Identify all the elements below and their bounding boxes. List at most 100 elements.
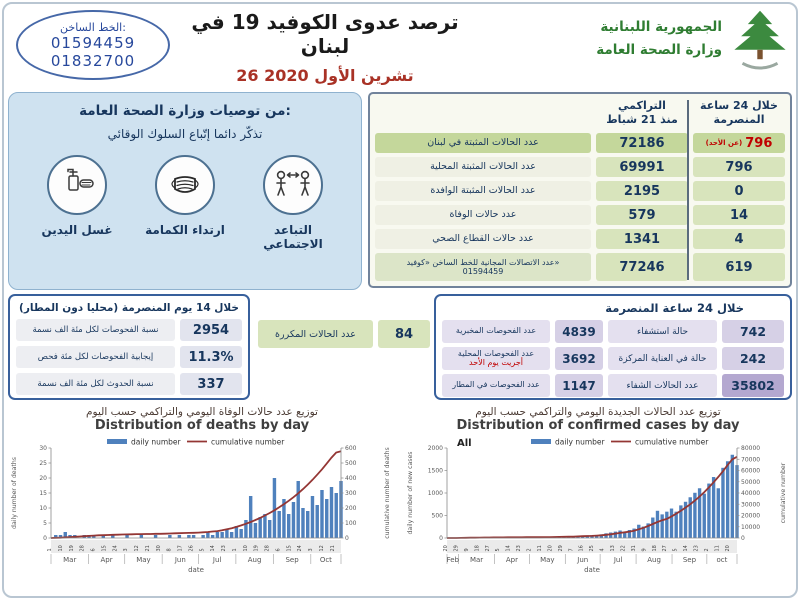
tests-label: عدد الفحوصات المخبرية [442, 320, 550, 343]
svg-text:daily number of deaths: daily number of deaths [11, 457, 18, 529]
recommendations-row: التباعد الاجتماعي ارتداء الكمامة [9, 155, 361, 251]
svg-text:29: 29 [453, 545, 459, 551]
svg-text:12: 12 [319, 545, 325, 551]
ministry-name: الجمهورية اللبنانية وزارة الصحة العامة [596, 16, 722, 62]
svg-text:3: 3 [123, 548, 129, 551]
table-row: عدد الحالات المثبتة في لبنان 72186 796 (… [375, 133, 785, 153]
svg-text:17: 17 [178, 545, 184, 551]
row-label: إيجابية الفحوصات لكل مئة فحص [16, 346, 175, 368]
last24-value: 619 [693, 253, 785, 281]
cumulative-value: 1341 [596, 229, 688, 249]
svg-text:Jun: Jun [576, 556, 588, 564]
svg-text:20: 20 [39, 475, 47, 482]
svg-text:14: 14 [506, 545, 512, 551]
svg-text:Mar: Mar [63, 556, 76, 564]
cases-label: حالة في العناية المركزة [608, 347, 717, 370]
tests-label: عدد الفحوصات المحلية أجريت يوم الأحد [442, 347, 550, 370]
cases-chart: توزيع عدد الحالات الجديدة اليومي والتراك… [400, 404, 796, 598]
last24-value: 0 [693, 181, 785, 201]
social-distancing-icon [276, 170, 310, 196]
svg-text:All: All [457, 438, 472, 449]
cases-chart-title-en: Distribution of confirmed cases by day [456, 418, 740, 433]
ministry-block: الجمهورية اللبنانية وزارة الصحة العامة [596, 8, 790, 70]
row-label: عدد الحالات المثبتة المحلية [375, 157, 591, 177]
mask-icon [171, 176, 199, 193]
svg-text:cumulative number of deaths: cumulative number of deaths [384, 447, 391, 539]
svg-text:daily number: daily number [555, 438, 606, 447]
svg-text:4: 4 [600, 548, 606, 551]
last24-value: 14 [693, 205, 785, 225]
cases-label: عدد الحالات الشفاء [608, 374, 717, 397]
svg-text:oct: oct [716, 556, 727, 564]
row-value: 337 [180, 373, 242, 395]
ministry-name-line1: الجمهورية اللبنانية [600, 19, 722, 36]
recommendation-mask: ارتداء الكمامة [135, 155, 235, 251]
column-divider [687, 100, 689, 280]
table-row: عدد الحالات المثبتة المحلية 69991 796 [375, 157, 785, 177]
cases-value: 242 [722, 347, 784, 370]
last24-value: 4 [693, 229, 785, 249]
svg-text:18: 18 [474, 545, 480, 551]
report-date: 26 تشرين الأول 2020 [236, 66, 414, 85]
svg-text:date: date [584, 566, 600, 574]
deaths-chart-title-ar: توزيع عدد حالات الوفاة اليومي والتراكمي … [86, 406, 318, 418]
row-label: عدد الحالات المثبتة الوافدة [375, 181, 591, 201]
svg-text:23: 23 [516, 545, 522, 551]
recommendation-social-distancing: التباعد الاجتماعي [243, 155, 343, 251]
svg-text:cumulative number: cumulative number [211, 438, 285, 447]
svg-text:2: 2 [527, 548, 533, 551]
hotline-badge: الخط الساخن: 01594459 01832700 [16, 10, 170, 80]
recommendation-label: ارتداء الكمامة [145, 223, 225, 237]
last24-value: 796 (عن الأحد) [693, 133, 785, 153]
svg-text:0: 0 [345, 535, 349, 542]
svg-text:0: 0 [439, 535, 443, 542]
svg-text:30: 30 [156, 545, 162, 551]
row-label: عدد حالات الوفاة [375, 205, 591, 225]
repeated-cases-label: عدد الحالات المكررة [258, 320, 373, 348]
svg-text:5: 5 [673, 548, 679, 551]
table-header-row: التراكمي منذ 21 شباط خلال 24 ساعة المنصر… [375, 99, 785, 129]
table-row: عدد حالات الوفاة 579 14 [375, 205, 785, 225]
cumulative-value: 72186 [596, 133, 688, 153]
svg-text:Apr: Apr [506, 556, 518, 564]
svg-text:24: 24 [297, 545, 303, 551]
svg-text:1: 1 [47, 548, 53, 551]
ministry-name-line2: وزارة الصحة العامة [596, 42, 722, 58]
svg-text:30: 30 [39, 445, 47, 452]
svg-text:daily number: daily number [131, 438, 182, 447]
svg-text:6: 6 [275, 548, 281, 551]
fortnight-row: إيجابية الفحوصات لكل مئة فحص 11.3% [16, 346, 242, 368]
svg-text:24: 24 [112, 545, 118, 551]
svg-text:400: 400 [345, 475, 357, 482]
svg-text:70000: 70000 [741, 456, 760, 463]
svg-text:500: 500 [345, 460, 357, 467]
cumulative-value: 579 [596, 205, 688, 225]
svg-text:1000: 1000 [428, 490, 443, 497]
fortnight-row: نسبة الفحوصات لكل مئة الف نسمة 2954 [16, 319, 242, 341]
table-row: عدد حالات القطاع الصحي 1341 4 [375, 229, 785, 249]
svg-text:21: 21 [330, 545, 336, 551]
svg-text:daily number of new cases: daily number of new cases [407, 451, 414, 534]
recommendations-subtitle: تذكّر دائما إتّباع السلوك الوقائي [107, 127, 263, 141]
svg-text:14: 14 [683, 545, 689, 551]
day-panel-row: عدد الفحوصات المخبرية 4839 حالة استشفاء … [442, 320, 784, 343]
deaths-chart: توزيع عدد حالات الوفاة اليومي والتراكمي … [4, 404, 400, 598]
hotline-number-1: 01594459 [50, 33, 136, 52]
svg-text:cumulative number: cumulative number [635, 438, 709, 447]
deaths-chart-title-en: Distribution of deaths by day [94, 418, 310, 433]
col-header-24h: خلال 24 ساعة المنصرمة [700, 99, 778, 126]
tests-value: 4839 [555, 320, 603, 343]
tests-note: أجريت يوم الأحد [469, 357, 523, 367]
svg-text:26: 26 [188, 545, 194, 551]
tests-label: عدد الفحوصات في المطار [442, 374, 550, 397]
svg-text:40000: 40000 [741, 490, 760, 497]
day-panel-row: عدد الفحوصات في المطار 1147 عدد الحالات … [442, 374, 784, 397]
col-header-cumulative: التراكمي منذ 21 شباط [606, 99, 678, 126]
day-panel-title: خلال 24 ساعة المنصرمة [605, 301, 744, 315]
stats-table: التراكمي منذ 21 شباط خلال 24 ساعة المنصر… [368, 92, 792, 288]
svg-text:2: 2 [704, 548, 710, 551]
table-row: عدد الاتصالات المجانية للخط الساخن «كوفي… [375, 253, 785, 281]
svg-text:300: 300 [345, 490, 357, 497]
day-panel-row: عدد الفحوصات المحلية أجريت يوم الأحد 369… [442, 347, 784, 370]
svg-text:0: 0 [741, 535, 745, 542]
